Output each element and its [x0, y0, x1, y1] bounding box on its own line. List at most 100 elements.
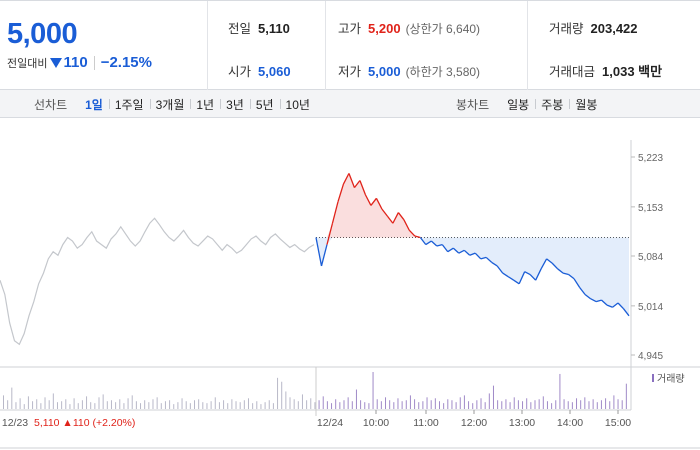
volume-bar	[314, 402, 316, 409]
down-segment	[590, 298, 597, 303]
candle-chart-label: 봉차트	[456, 97, 490, 112]
volume-bar	[326, 401, 328, 409]
price-chart: 5,223 5,153 5,084 5,014 4,945 거래량 12/23 12/24 10…	[0, 118, 700, 450]
volume-bar	[119, 399, 121, 409]
volume-bar	[343, 400, 345, 409]
volume-bar	[202, 402, 204, 409]
down-segment	[551, 262, 559, 270]
up-segment	[403, 219, 410, 231]
volume-bar	[468, 401, 470, 409]
tab-5y[interactable]: 5년	[249, 96, 280, 113]
volume-bar	[148, 402, 150, 409]
down-segment	[529, 274, 537, 281]
y-tick-label: 4,945	[638, 351, 663, 362]
tab-1y[interactable]: 1년	[190, 96, 220, 113]
y-tick-label: 5,014	[638, 302, 663, 313]
prev-day-series-line	[0, 217, 315, 346]
volume-bar	[463, 395, 465, 409]
down-segment	[485, 256, 493, 263]
volume-bar	[351, 401, 353, 409]
volume-bar	[434, 398, 436, 409]
volume-bar	[223, 400, 225, 409]
change-rate: −2.15%	[100, 54, 152, 71]
volume-bar	[310, 398, 312, 409]
volume-bar	[73, 398, 75, 409]
volume-bar	[484, 402, 486, 409]
down-segment	[425, 240, 432, 246]
volume-legend-swatch	[652, 374, 654, 382]
volume-bar	[559, 373, 561, 409]
stat-value: 5,060	[258, 64, 291, 79]
volume-bar	[281, 381, 283, 409]
upper-limit: (상한가 6,640)	[405, 22, 481, 36]
line-chart-tabs: 선차트 1일 1주일 3개월 1년 3년 5년 10년	[34, 90, 316, 118]
up-segment	[370, 197, 377, 206]
down-segment	[540, 258, 548, 270]
volume-bar	[567, 401, 569, 409]
volume-bar	[289, 397, 291, 409]
down-segment	[507, 276, 515, 281]
volume-bar	[285, 391, 287, 409]
volume-bar	[522, 401, 524, 409]
prev-day-summary: 5,110 ▲110 (+2.20%)	[34, 417, 135, 429]
volume-bar	[160, 403, 162, 409]
down-area-fill	[316, 237, 629, 316]
volume-bar	[268, 400, 270, 409]
tab-daily[interactable]: 일봉	[507, 97, 530, 112]
volume-bar	[401, 401, 403, 409]
down-segment	[595, 299, 602, 303]
volume-bar	[613, 395, 615, 409]
volume-bar	[501, 401, 503, 409]
tab-3y[interactable]: 3년	[220, 96, 250, 113]
line-chart-label: 선차트	[34, 97, 68, 112]
tab-weekly[interactable]: 주봉	[535, 96, 569, 113]
volume-bar	[355, 389, 357, 409]
price-chart-svg: 5,223 5,153 5,084 5,014 4,945 거래량 12/23 12/24 10…	[0, 140, 700, 449]
down-segment	[496, 265, 504, 274]
volume-bar	[301, 394, 303, 409]
volume-bar	[347, 397, 349, 409]
volume-bar	[152, 399, 154, 409]
volume-bar	[272, 403, 274, 409]
volume-bar	[339, 402, 341, 409]
stat-value: 5,200	[368, 21, 401, 36]
volume-bar	[135, 401, 137, 409]
down-segment	[480, 256, 487, 260]
volume-legend-label: 거래량	[657, 373, 685, 385]
volume-bar	[596, 402, 598, 409]
volume-bar	[210, 401, 212, 409]
volume-bar	[194, 400, 196, 409]
candle-chart-tabs: 봉차트 일봉 주봉 월봉	[456, 90, 603, 118]
tab-3m[interactable]: 3개월	[149, 96, 191, 113]
volume-bar	[459, 397, 461, 409]
tab-1w[interactable]: 1주일	[108, 96, 150, 113]
volume-bar	[81, 400, 83, 409]
down-segment	[320, 244, 328, 267]
up-segment	[348, 173, 356, 188]
volume-bar	[534, 400, 536, 409]
volume-bar	[322, 396, 324, 409]
down-segment	[452, 247, 460, 254]
volume-bar	[156, 397, 158, 409]
volume-bar	[455, 402, 457, 409]
tab-10y[interactable]: 10년	[279, 96, 316, 113]
volume-bar	[206, 403, 208, 409]
x-tick-label: 15:00	[605, 417, 631, 429]
x-tick-label: 14:00	[557, 417, 583, 429]
volume-bar	[144, 400, 146, 409]
volume-bar	[27, 396, 29, 409]
tab-1d[interactable]: 1일	[85, 97, 103, 112]
divider	[93, 55, 95, 70]
tab-monthly[interactable]: 월봉	[569, 96, 603, 113]
volume-bar	[77, 403, 79, 409]
up-segment	[392, 212, 399, 224]
up-segment	[359, 180, 367, 195]
volume-bar	[260, 404, 262, 409]
up-segment	[386, 215, 394, 224]
volume-bar	[576, 398, 578, 409]
volume-bar	[131, 395, 133, 409]
down-segment	[458, 249, 465, 254]
down-segment	[463, 249, 471, 256]
up-segment	[364, 194, 372, 206]
volume-bar	[509, 402, 511, 409]
